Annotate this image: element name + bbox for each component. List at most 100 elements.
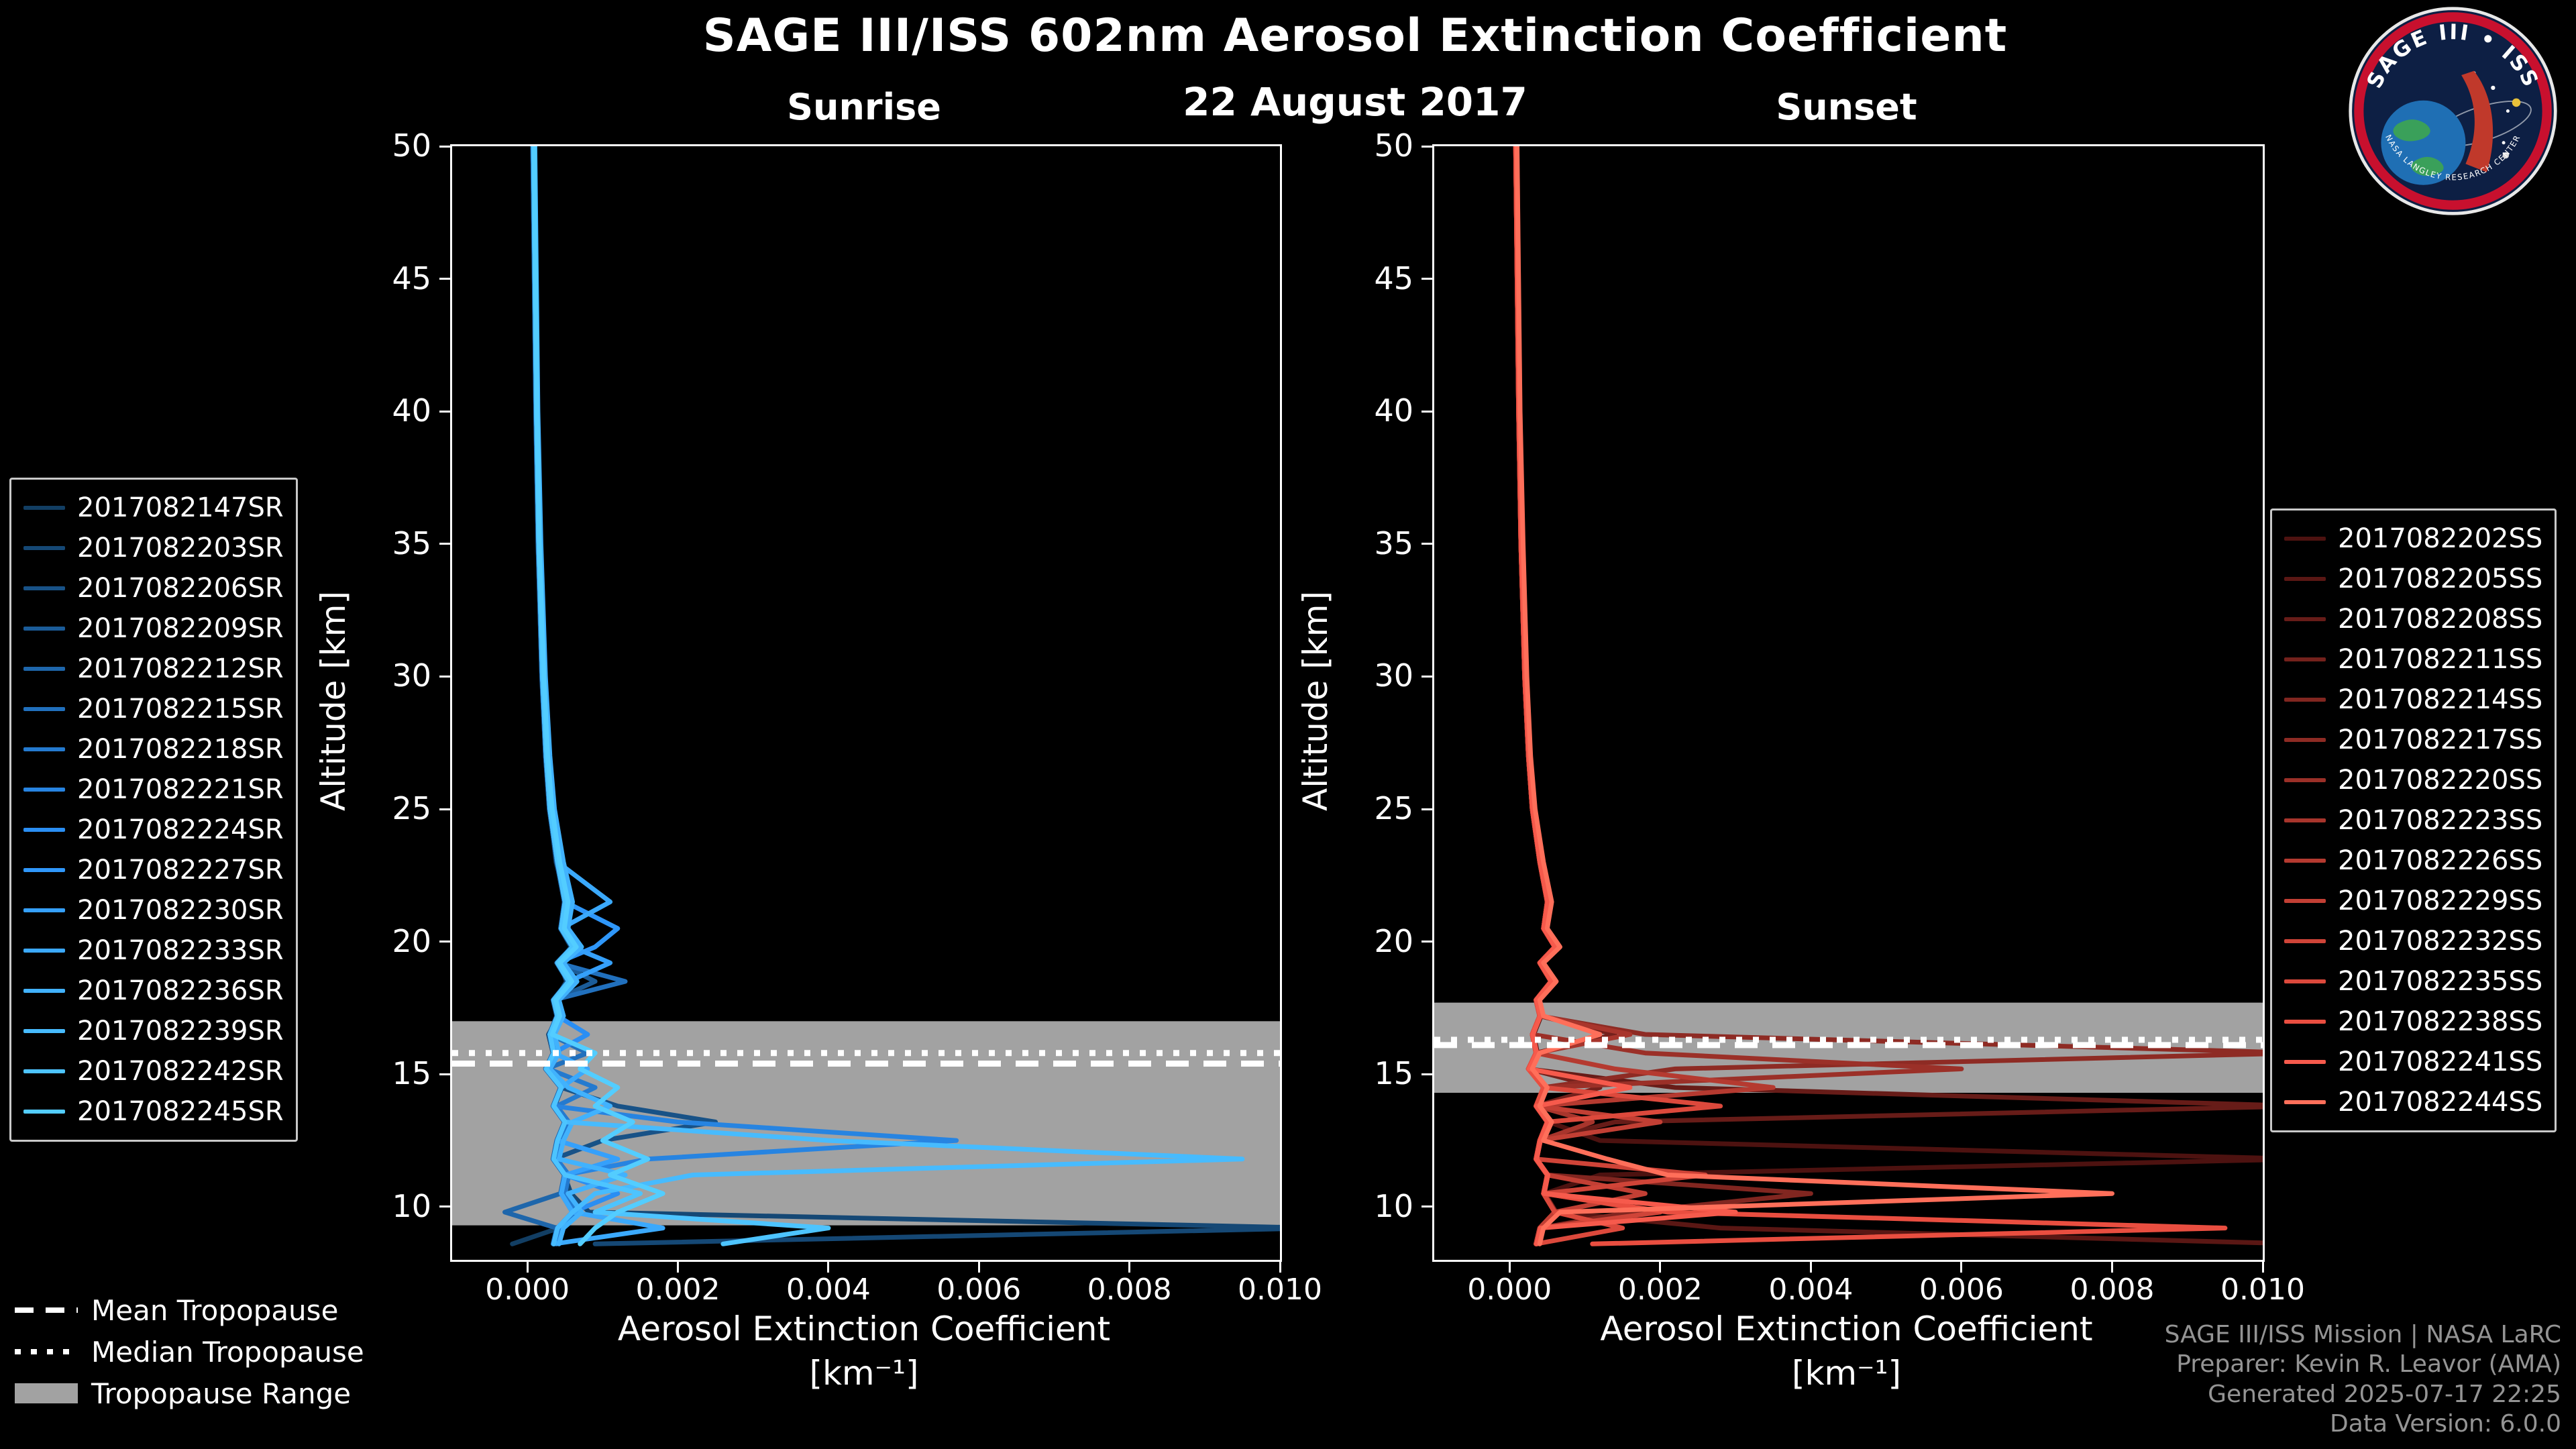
credits: SAGE III/ISS Mission | NASA LaRC Prepare… (2165, 1320, 2561, 1440)
x-tick-label: 0.002 (1617, 1273, 1703, 1307)
legend-label: 2017082232SS (2338, 926, 2543, 957)
legend-label: 2017082215SR (77, 694, 284, 724)
y-tick-mark (439, 145, 450, 148)
legend-label: Tropopause Range (91, 1377, 352, 1410)
legend-item-tropopause-range: Tropopause Range (15, 1373, 364, 1414)
x-tick-mark (2110, 1262, 2113, 1273)
y-tick-label: 50 (392, 127, 431, 164)
legend-item: 2017082218SR (23, 729, 284, 769)
legend-item: 2017082147SR (23, 488, 284, 528)
legend-item: 2017082212SR (23, 649, 284, 689)
legend-label: 2017082217SS (2338, 724, 2543, 755)
legend-item: 2017082238SS (2284, 1002, 2542, 1042)
legend-item-mean-tropopause: Mean Tropopause (15, 1289, 364, 1331)
band-swatch (15, 1383, 78, 1403)
legend-item: 2017082214SS (2284, 680, 2542, 720)
legend-label: 2017082147SR (77, 492, 284, 523)
legend-line-swatch (2284, 979, 2326, 983)
y-tick-mark (439, 410, 450, 413)
y-tick-label: 25 (392, 790, 431, 827)
legend-line-swatch (2284, 698, 2326, 702)
legend-item: 2017082202SS (2284, 519, 2542, 559)
legend-item: 2017082224SR (23, 810, 284, 850)
legend-line-swatch (23, 1029, 65, 1033)
y-tick-mark (1421, 808, 1432, 810)
sunset-legend: 2017082202SS 2017082205SS 2017082208SS 2017… (2270, 508, 2557, 1132)
x-tick-mark (1128, 1262, 1131, 1273)
legend-label: 2017082227SR (77, 855, 284, 885)
sunrise-plot (450, 144, 1282, 1262)
legend-line-swatch (23, 1069, 65, 1073)
x-tick-mark (1508, 1262, 1511, 1273)
legend-line-swatch (2284, 859, 2326, 863)
y-tick-mark (1421, 1073, 1432, 1075)
legend-label: 2017082208SS (2338, 604, 2543, 635)
x-tick-mark (1960, 1262, 1963, 1273)
y-tick-label: 40 (1374, 392, 1413, 429)
legend-item: 2017082215SR (23, 689, 284, 729)
legend-label: 2017082230SR (77, 895, 284, 926)
legend-label: 2017082235SS (2338, 966, 2543, 997)
figure-date: 22 August 2017 (1183, 79, 1527, 125)
x-tick-mark (977, 1262, 980, 1273)
legend-label: 2017082202SS (2338, 523, 2543, 554)
legend-label: 2017082224SR (77, 814, 284, 845)
legend-item: 2017082211SS (2284, 639, 2542, 680)
x-tick-mark (1809, 1262, 1812, 1273)
legend-line-swatch (2284, 738, 2326, 742)
y-tick-mark (1421, 675, 1432, 678)
y-tick-mark (1421, 543, 1432, 545)
x-tick-label: 0.002 (635, 1273, 720, 1307)
x-tick-label: 0.006 (936, 1273, 1022, 1307)
legend-item: 2017082241SS (2284, 1042, 2542, 1082)
legend-item: 2017082217SS (2284, 720, 2542, 760)
legend-item: 2017082226SS (2284, 841, 2542, 881)
legend-line-swatch (2284, 939, 2326, 943)
legend-label: 2017082203SR (77, 533, 284, 564)
x-tick-label: 0.000 (1467, 1273, 1552, 1307)
legend-line-swatch (23, 989, 65, 993)
legend-line-swatch (23, 627, 65, 631)
legend-line-swatch (23, 949, 65, 953)
legend-label: 2017082238SS (2338, 1006, 2543, 1037)
legend-item: 2017082206SR (23, 568, 284, 608)
legend-line-swatch (2284, 1100, 2326, 1104)
legend-line-swatch (23, 707, 65, 711)
legend-label: 2017082236SR (77, 975, 284, 1006)
y-tick-label: 10 (1374, 1187, 1413, 1224)
y-tick-label: 35 (392, 525, 431, 561)
legend-item: 2017082209SR (23, 608, 284, 649)
credit-line: Data Version: 6.0.0 (2330, 1410, 2561, 1438)
legend-label: 2017082214SS (2338, 684, 2543, 715)
y-tick-label: 45 (392, 260, 431, 297)
x-tick-label: 0.010 (2220, 1273, 2305, 1307)
legend-label: 2017082245SR (77, 1096, 284, 1127)
legend-line-swatch (23, 667, 65, 671)
x-tick-mark (526, 1262, 529, 1273)
y-tick-mark (1421, 1205, 1432, 1208)
sunrise-x-axis-units: [km⁻¹] (809, 1354, 919, 1393)
legend-label: 2017082242SR (77, 1056, 284, 1087)
x-tick-mark (827, 1262, 830, 1273)
legend-item: 2017082236SR (23, 971, 284, 1011)
legend-line-swatch (23, 506, 65, 510)
y-tick-label: 15 (392, 1055, 431, 1092)
y-tick-mark (439, 808, 450, 810)
legend-line-swatch (2284, 818, 2326, 822)
y-tick-label: 45 (1374, 260, 1413, 297)
legend-item: 2017082229SS (2284, 881, 2542, 921)
legend-line-swatch (23, 747, 65, 751)
legend-label: 2017082233SR (77, 935, 284, 966)
legend-line-swatch (2284, 1060, 2326, 1064)
legend-item: 2017082242SR (23, 1051, 284, 1091)
legend-label: 2017082221SR (77, 774, 284, 805)
legend-item: 2017082244SS (2284, 1082, 2542, 1122)
legend-line-swatch (23, 546, 65, 550)
y-tick-mark (1421, 278, 1432, 280)
x-tick-mark (1659, 1262, 1662, 1273)
legend-label: 2017082241SS (2338, 1046, 2543, 1077)
y-tick-label: 30 (1374, 657, 1413, 694)
logo-earth (2381, 100, 2466, 185)
legend-label: Mean Tropopause (91, 1293, 339, 1327)
legend-line-swatch (23, 868, 65, 872)
